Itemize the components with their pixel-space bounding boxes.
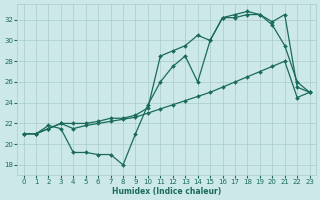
X-axis label: Humidex (Indice chaleur): Humidex (Indice chaleur) (112, 187, 221, 196)
